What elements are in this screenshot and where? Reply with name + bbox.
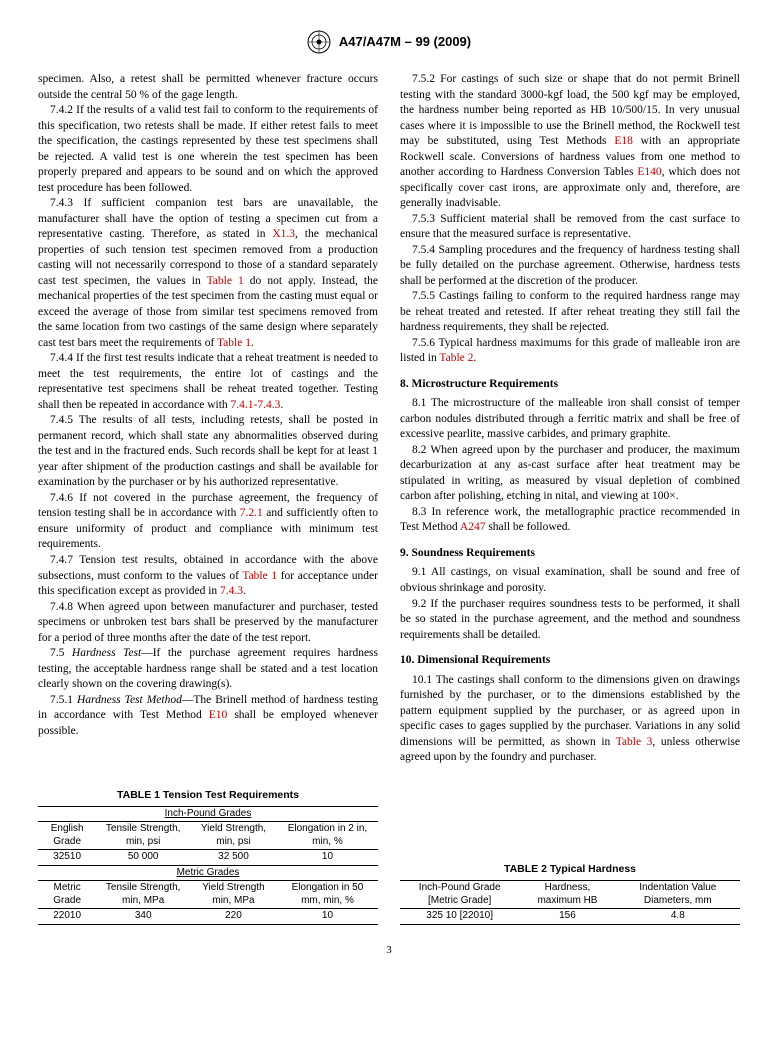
para-8-1: 8.1 The microstructure of the malleable … (400, 396, 740, 443)
left-column: specimen. Also, a retest shall be permit… (38, 72, 378, 766)
table-1-group-2: Metric Grades (38, 865, 378, 881)
ref-table-2: Table 2 (439, 352, 473, 364)
para-8-2: 8.2 When agreed upon by the purchaser an… (400, 443, 740, 505)
para-9-2: 9.2 If the purchaser requires soundness … (400, 597, 740, 644)
right-column: 7.5.2 For castings of such size or shape… (400, 72, 740, 766)
tables-row: TABLE 1 Tension Test Requirements Inch-P… (38, 788, 740, 925)
para-7-4-3: 7.4.3 If sufficient companion test bars … (38, 196, 378, 351)
ref-x1-3: X1.3 (272, 228, 295, 240)
ref-e140: E140 (637, 166, 661, 178)
para-10-1: 10.1 The castings shall conform to the d… (400, 673, 740, 766)
heading-10: 10. Dimensional Requirements (400, 653, 740, 669)
table-1-group-1: Inch-Pound Grades (38, 806, 378, 822)
ref-a247: A247 (460, 521, 486, 533)
table-2-title: TABLE 2 Typical Hardness (400, 862, 740, 876)
ref-e18: E18 (614, 135, 633, 147)
table-1-title: TABLE 1 Tension Test Requirements (38, 788, 378, 802)
table-2-block: TABLE 2 Typical Hardness Inch-Pound Grad… (400, 862, 740, 925)
document-title: A47/A47M – 99 (2009) (339, 33, 471, 51)
ref-table-1: Table 1 (207, 275, 244, 287)
para-7-4-1-cont: specimen. Also, a retest shall be permit… (38, 72, 378, 103)
para-7-4-5: 7.4.5 The results of all tests, includin… (38, 413, 378, 491)
ref-e10: E10 (209, 709, 228, 721)
table-row: 325 10 [22010] 156 4.8 (400, 909, 740, 925)
ref-7-4-1-3: 7.4.1-7.4.3 (231, 399, 281, 411)
ref-table-3: Table 3 (616, 736, 653, 748)
table-row: 32510 50 000 32 500 10 (38, 850, 378, 866)
para-9-1: 9.1 All castings, on visual examination,… (400, 565, 740, 596)
para-7-5-6: 7.5.6 Typical hardness maximums for this… (400, 336, 740, 367)
para-7-4-8: 7.4.8 When agreed upon between manufactu… (38, 600, 378, 647)
page-number: 3 (38, 943, 740, 958)
para-7-4-7: 7.4.7 Tension test results, obtained in … (38, 553, 378, 600)
para-7-5-1: 7.5.1 Hardness Test Method—The Brinell m… (38, 693, 378, 740)
table-row: Inch-Pound Grade [Metric Grade] Hardness… (400, 881, 740, 909)
table-1: Inch-Pound Grades English Grade Tensile … (38, 806, 378, 925)
para-7-5-2: 7.5.2 For castings of such size or shape… (400, 72, 740, 212)
body-columns: specimen. Also, a retest shall be permit… (38, 72, 740, 766)
ref-table-1b: Table 1 (217, 337, 251, 349)
para-7-5: 7.5 Hardness Test—If the purchase agreem… (38, 646, 378, 693)
table-1-block: TABLE 1 Tension Test Requirements Inch-P… (38, 788, 378, 925)
table-row: 22010 340 220 10 (38, 909, 378, 925)
para-7-5-3: 7.5.3 Sufficient material shall be remov… (400, 212, 740, 243)
ref-7-4-3: 7.4.3 (220, 585, 243, 597)
para-7-4-4: 7.4.4 If the first test results indicate… (38, 351, 378, 413)
heading-9: 9. Soundness Requirements (400, 546, 740, 562)
para-7-5-5: 7.5.5 Castings failing to conform to the… (400, 289, 740, 336)
ref-table-1c: Table 1 (242, 570, 277, 582)
para-8-3: 8.3 In reference work, the metallographi… (400, 505, 740, 536)
astm-logo-icon (307, 30, 331, 54)
para-7-4-6: 7.4.6 If not covered in the purchase agr… (38, 491, 378, 553)
page-header: A47/A47M – 99 (2009) (38, 30, 740, 54)
table-2: Inch-Pound Grade [Metric Grade] Hardness… (400, 880, 740, 925)
para-7-5-4: 7.5.4 Sampling procedures and the freque… (400, 243, 740, 290)
table-row: English Grade Tensile Strength, min, psi… (38, 822, 378, 850)
heading-8: 8. Microstructure Requirements (400, 377, 740, 393)
para-7-4-2: 7.4.2 If the results of a valid test fai… (38, 103, 378, 196)
table-row: Metric Grade Tensile Strength, min, MPa … (38, 881, 378, 909)
ref-7-2-1: 7.2.1 (240, 507, 263, 519)
